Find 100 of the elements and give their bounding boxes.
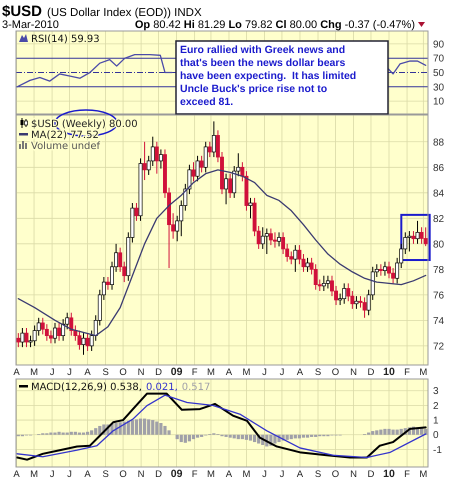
candlestick	[200, 155, 204, 173]
candlestick	[273, 232, 277, 248]
bar	[236, 434, 240, 440]
x-tick-label: 10	[383, 366, 396, 378]
x-tick-label: 09	[170, 366, 183, 378]
candlestick	[208, 141, 212, 158]
x-tick-label: A	[13, 367, 20, 378]
x-tick-label: D	[155, 367, 162, 378]
bar	[159, 423, 162, 435]
y-tick-label: 82	[433, 214, 445, 225]
candlestick	[416, 220, 420, 244]
bar	[184, 434, 187, 443]
x-tick-label: M	[206, 367, 215, 378]
y-tick-label: 84	[433, 188, 445, 200]
bar	[371, 431, 374, 435]
bar	[163, 426, 167, 435]
x-tick-label: J	[262, 367, 268, 378]
bar	[302, 434, 306, 438]
candlestick	[387, 261, 391, 279]
candlestick	[362, 296, 367, 318]
y-tick-label: 78	[433, 264, 445, 276]
x-tick-label: J	[262, 469, 268, 480]
candlestick	[346, 282, 350, 302]
y-tick-label: 10	[433, 96, 445, 108]
x-tick-label: S	[314, 367, 322, 378]
candlestick	[378, 264, 383, 276]
candlestick	[204, 141, 208, 173]
x-tick-label: A	[13, 469, 20, 480]
x-tick-label: O	[332, 469, 340, 480]
bar	[147, 419, 150, 435]
y-tick-label: 90	[433, 39, 445, 50]
candlestick	[53, 322, 57, 344]
x-tick-label: J	[67, 367, 72, 378]
x-tick-label: J	[67, 469, 72, 480]
x-tick-label: O	[119, 367, 127, 378]
x-tick-label: M	[419, 469, 428, 480]
y-tick-label: 2	[433, 400, 439, 412]
x-tick-label: F	[192, 367, 198, 378]
bar	[155, 422, 158, 435]
x-tick-label: M	[206, 469, 215, 480]
bar	[138, 418, 142, 435]
y-tick-label: 74	[433, 316, 445, 327]
chart-subtitle: (US Dollar Index (EOD)) INDX	[47, 7, 202, 19]
x-tick-label: J	[280, 469, 285, 480]
candlestick	[322, 275, 326, 292]
candlestick	[420, 226, 424, 244]
x-tick-label: D	[155, 469, 162, 480]
x-tick-label: N	[350, 367, 358, 378]
x-tick-label: A	[296, 367, 304, 378]
x-tick-label: M	[242, 367, 250, 378]
y-tick-label: 88	[433, 137, 445, 148]
candlestick	[134, 202, 138, 222]
bar	[306, 434, 310, 438]
legend-label: MACD(12,26,9) 0.538,	[31, 382, 142, 393]
y-tick-label: 50	[433, 68, 445, 79]
bar	[192, 434, 196, 440]
candlestick	[342, 282, 346, 304]
candlestick	[82, 332, 86, 356]
x-tick-label: D	[368, 469, 375, 480]
candlestick	[24, 328, 28, 348]
bar	[130, 420, 134, 435]
bar	[396, 430, 399, 435]
x-tick-label: M	[419, 367, 428, 378]
bar	[294, 434, 297, 438]
candlestick	[40, 317, 45, 335]
y-tick-label: 1	[433, 416, 439, 427]
bar	[391, 430, 395, 435]
x-tick-label: A	[226, 367, 233, 378]
bar	[126, 420, 130, 435]
x-tick-label: A	[226, 469, 233, 480]
candlestick	[264, 228, 269, 255]
x-tick-label: S	[314, 469, 322, 480]
candlestick	[142, 141, 147, 181]
x-tick-label: A	[296, 469, 304, 480]
bar	[94, 428, 98, 435]
bar	[188, 434, 192, 442]
candlestick	[424, 226, 428, 247]
candlestick	[106, 276, 110, 290]
x-tick-label: D	[368, 367, 375, 378]
candlestick	[354, 296, 358, 310]
y-tick-label: 30	[433, 82, 445, 94]
x-tick-label: S	[102, 367, 109, 378]
text: 0.517	[182, 382, 210, 393]
y-tick-label: 76	[433, 290, 445, 302]
text: Op 80.42 Hi 81.29 Lo 79.82 Cl 80.00 Chg -0.37 (-0.47%)	[134, 19, 415, 31]
candlestick	[306, 257, 310, 272]
bar	[252, 434, 256, 442]
annotation: Euro rallied with Greek news and that's been the news dollar bears have been expecting. It has limited Uncle Buck's price rise not to exceed 81.	[180, 44, 356, 108]
y-tick-label: 70	[433, 54, 445, 65]
bar	[70, 432, 73, 435]
bar	[375, 430, 378, 435]
candlestick	[248, 197, 252, 219]
series-label: 0.021,	[146, 382, 178, 393]
x-tick-label: F	[192, 469, 198, 480]
x-tick-label: A	[84, 469, 92, 480]
bar	[143, 418, 146, 435]
x-tick-label: 10	[383, 468, 396, 480]
candlestick	[382, 261, 387, 276]
candlestick	[326, 275, 330, 289]
bar	[98, 426, 102, 435]
